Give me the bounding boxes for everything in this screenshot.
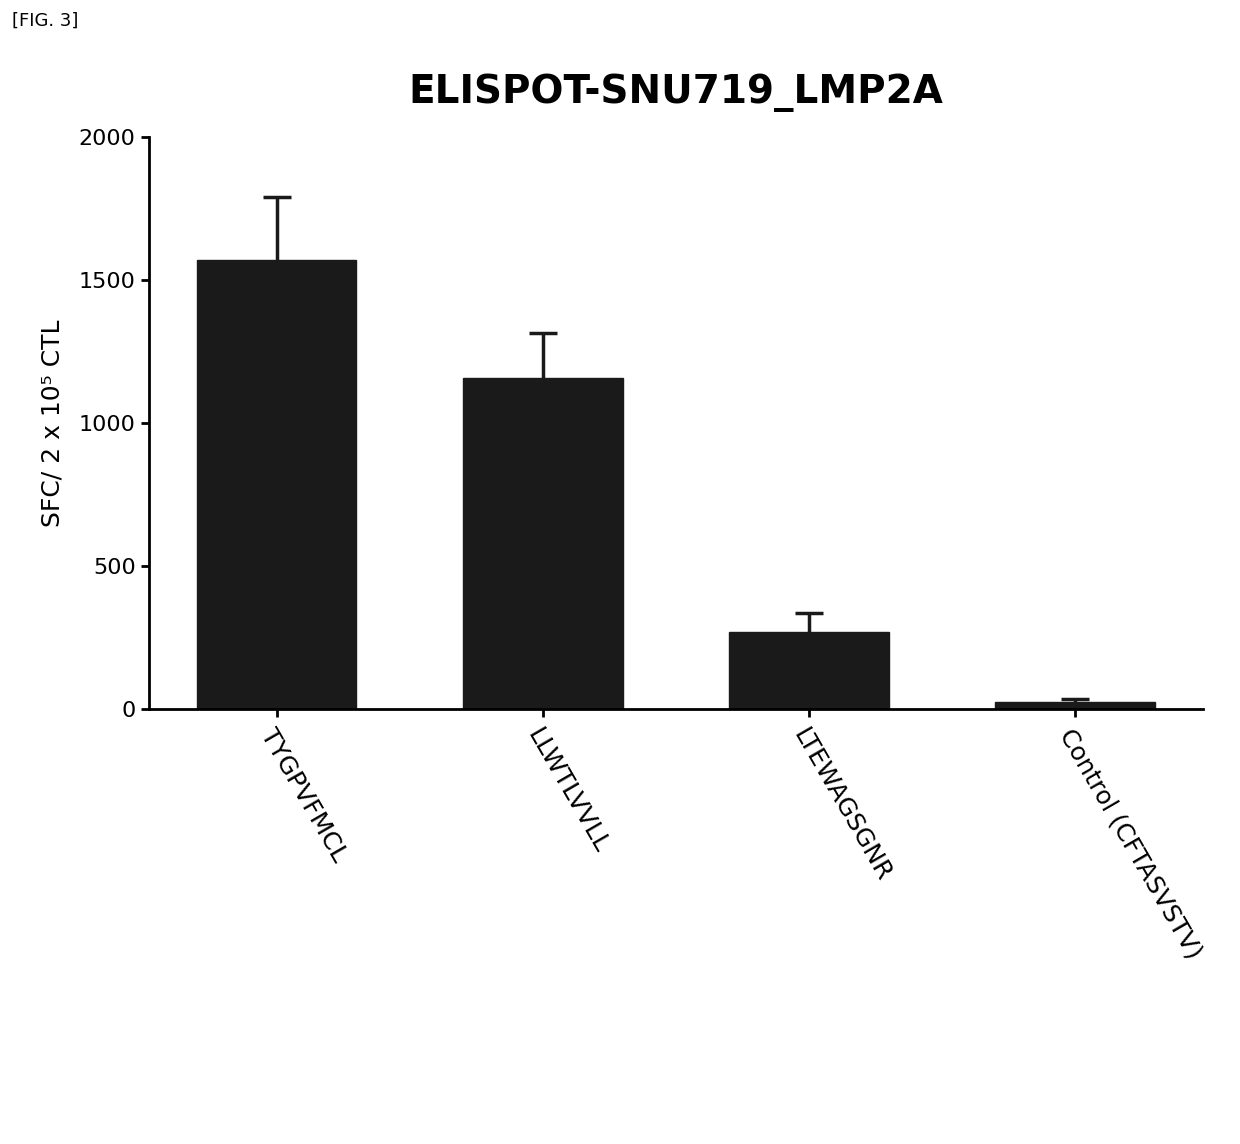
Bar xyxy=(463,378,622,709)
Bar xyxy=(996,702,1154,709)
Title: ELISPOT-SNU719_LMP2A: ELISPOT-SNU719_LMP2A xyxy=(408,73,944,112)
Text: [FIG. 3]: [FIG. 3] xyxy=(12,11,79,30)
Bar xyxy=(197,261,356,709)
Y-axis label: SFC/ 2 x 10⁵ CTL: SFC/ 2 x 10⁵ CTL xyxy=(41,319,64,527)
Bar xyxy=(729,631,889,709)
